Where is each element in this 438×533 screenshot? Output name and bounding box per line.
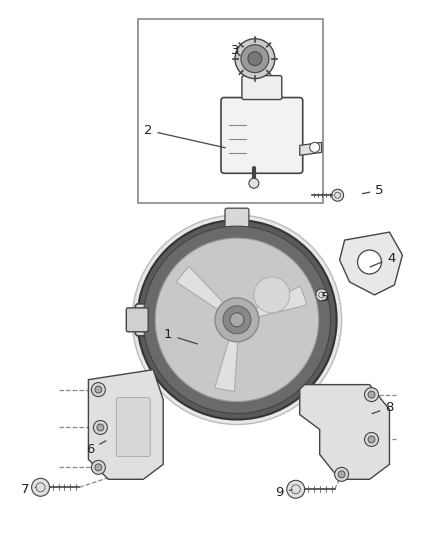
Circle shape <box>143 226 331 414</box>
Circle shape <box>364 387 378 401</box>
Circle shape <box>95 386 102 393</box>
Text: 3: 3 <box>231 44 240 57</box>
Circle shape <box>338 471 345 478</box>
FancyBboxPatch shape <box>117 398 150 456</box>
Circle shape <box>92 461 106 474</box>
Text: 6: 6 <box>86 441 106 456</box>
Text: 5: 5 <box>321 292 330 304</box>
Text: 1: 1 <box>164 328 198 344</box>
Circle shape <box>249 178 259 188</box>
Polygon shape <box>300 385 389 479</box>
Polygon shape <box>176 266 223 310</box>
Circle shape <box>235 39 275 78</box>
Circle shape <box>223 306 251 334</box>
Polygon shape <box>300 142 321 155</box>
Circle shape <box>32 478 49 496</box>
Circle shape <box>137 220 337 419</box>
Text: 7: 7 <box>21 483 35 496</box>
Polygon shape <box>215 340 238 392</box>
Bar <box>138 19 323 203</box>
Circle shape <box>316 289 328 301</box>
FancyBboxPatch shape <box>126 308 148 332</box>
Polygon shape <box>88 370 163 479</box>
Circle shape <box>95 464 102 471</box>
FancyBboxPatch shape <box>225 208 249 230</box>
Circle shape <box>364 432 378 447</box>
Circle shape <box>248 52 262 66</box>
Text: 4: 4 <box>370 252 396 267</box>
Circle shape <box>93 421 107 434</box>
Circle shape <box>241 45 269 72</box>
Circle shape <box>368 436 375 443</box>
Circle shape <box>357 250 381 274</box>
Circle shape <box>335 467 349 481</box>
Circle shape <box>332 189 343 201</box>
FancyBboxPatch shape <box>135 304 196 336</box>
Circle shape <box>287 480 305 498</box>
Circle shape <box>132 215 342 424</box>
Text: 8: 8 <box>372 401 394 414</box>
Polygon shape <box>339 232 403 295</box>
Circle shape <box>368 391 375 398</box>
Circle shape <box>92 383 106 397</box>
FancyBboxPatch shape <box>242 76 282 100</box>
Circle shape <box>254 277 290 313</box>
Circle shape <box>230 313 244 327</box>
Text: 9: 9 <box>276 486 292 499</box>
Circle shape <box>310 142 320 152</box>
Circle shape <box>215 298 259 342</box>
Circle shape <box>97 424 104 431</box>
Text: 2: 2 <box>144 124 225 148</box>
Text: 5: 5 <box>362 184 384 197</box>
Polygon shape <box>255 286 307 317</box>
Circle shape <box>155 238 319 401</box>
FancyBboxPatch shape <box>221 98 303 173</box>
